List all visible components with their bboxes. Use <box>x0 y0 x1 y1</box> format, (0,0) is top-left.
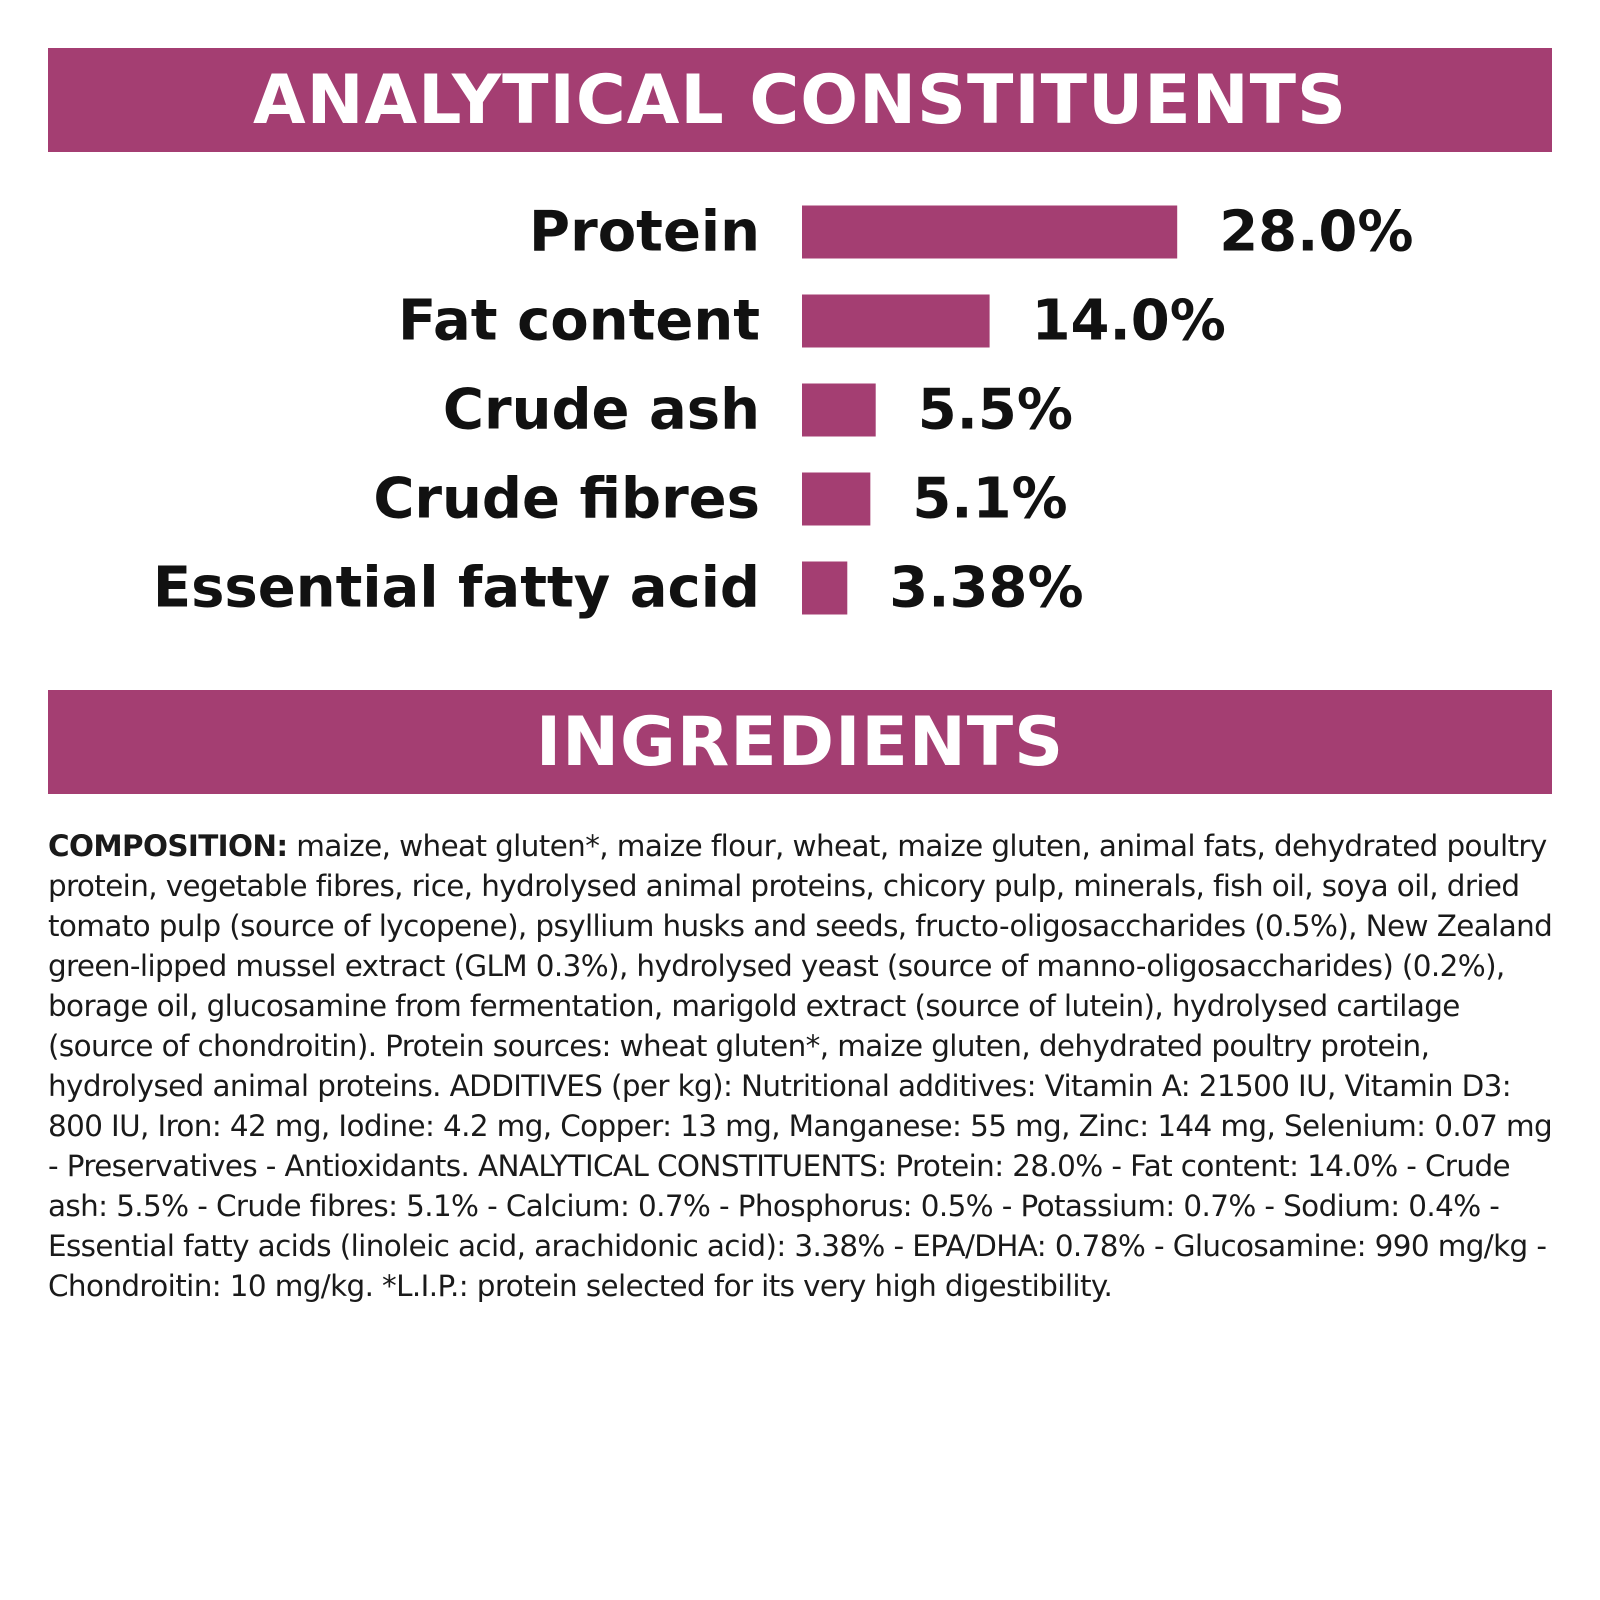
composition-text: maize, wheat gluten*, maize flour, wheat… <box>48 829 1553 1303</box>
bar-value-crude-fibres: 5.1% <box>912 467 1067 532</box>
bar-crude-ash <box>802 383 876 437</box>
bar-value-fat-content: 14.0% <box>1032 289 1226 354</box>
bar-label-essential-fatty-acid: Essential fatty acid <box>153 556 760 621</box>
bar-value-essential-fatty-acid: 3.38% <box>889 556 1083 621</box>
bar-label-protein: Protein <box>529 200 760 265</box>
bar-protein <box>802 205 1178 259</box>
bar-crude-fibres <box>802 472 871 526</box>
bar-label-crude-fibres: Crude fibres <box>373 467 760 532</box>
bar-fat-content <box>802 294 990 348</box>
ingredients-title: INGREDIENTS <box>535 702 1065 782</box>
bar-label-fat-content: Fat content <box>398 289 760 354</box>
ingredients-banner: INGREDIENTS <box>48 690 1552 794</box>
analytical-constituents-chart: Protein 28.0% Fat content 14.0% Crude ash 5.5… <box>153 200 1414 621</box>
analytical-constituents-banner: ANALYTICAL CONSTITUENTS <box>48 48 1552 152</box>
analytical-constituents-title: ANALYTICAL CONSTITUENTS <box>253 60 1347 140</box>
bar-value-crude-ash: 5.5% <box>918 378 1073 443</box>
bar-label-crude-ash: Crude ash <box>443 378 760 443</box>
bar-essential-fatty-acid <box>802 561 848 615</box>
bar-value-protein: 28.0% <box>1219 200 1413 265</box>
composition-paragraph: COMPOSITION: maize, wheat gluten*, maize… <box>48 826 1568 1306</box>
composition-label: COMPOSITION: <box>48 829 288 863</box>
